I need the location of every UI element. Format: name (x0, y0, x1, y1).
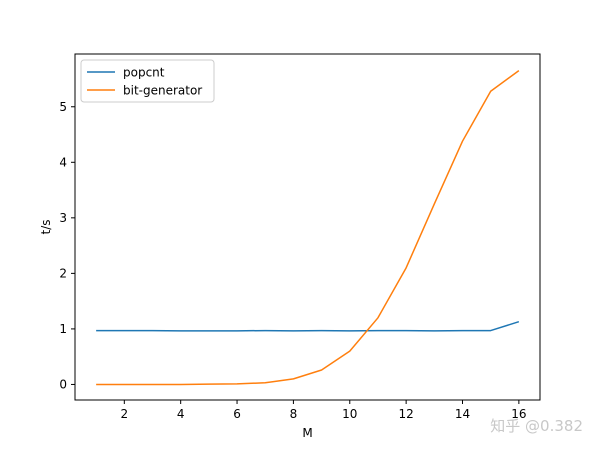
series-layer (96, 70, 520, 386)
y-tick-label: 1 (59, 322, 67, 336)
x-tick-label: 12 (398, 407, 413, 421)
x-tick-label: 6 (233, 407, 241, 421)
y-tick-label: 4 (59, 155, 67, 169)
legend-box (80, 59, 215, 103)
watermark-text: 知乎 @0.382 (490, 417, 583, 435)
legend-label-popcnt: popcnt (123, 66, 165, 80)
plot-frame (74, 53, 541, 401)
legend-label-bit-generator: bit-generator (123, 84, 202, 98)
x-tick-label: 8 (290, 407, 298, 421)
x-tick-label: 2 (120, 407, 128, 421)
x-tick-label: 14 (455, 407, 470, 421)
x-tick-label: 16 (511, 407, 526, 421)
series-line-popcnt (96, 320, 520, 332)
x-axis-label: M (302, 426, 312, 440)
y-tick-label: 2 (59, 266, 67, 280)
y-tick-label: 0 (59, 377, 67, 391)
x-tick-label: 10 (342, 407, 357, 421)
y-axis-label: t/s (39, 220, 53, 235)
series-line-bit-generator (96, 70, 520, 386)
x-tick-label: 4 (177, 407, 185, 421)
y-tick-label: 5 (59, 100, 67, 114)
y-tick-label: 3 (59, 211, 67, 225)
legend: popcnt bit-generator (80, 59, 215, 103)
